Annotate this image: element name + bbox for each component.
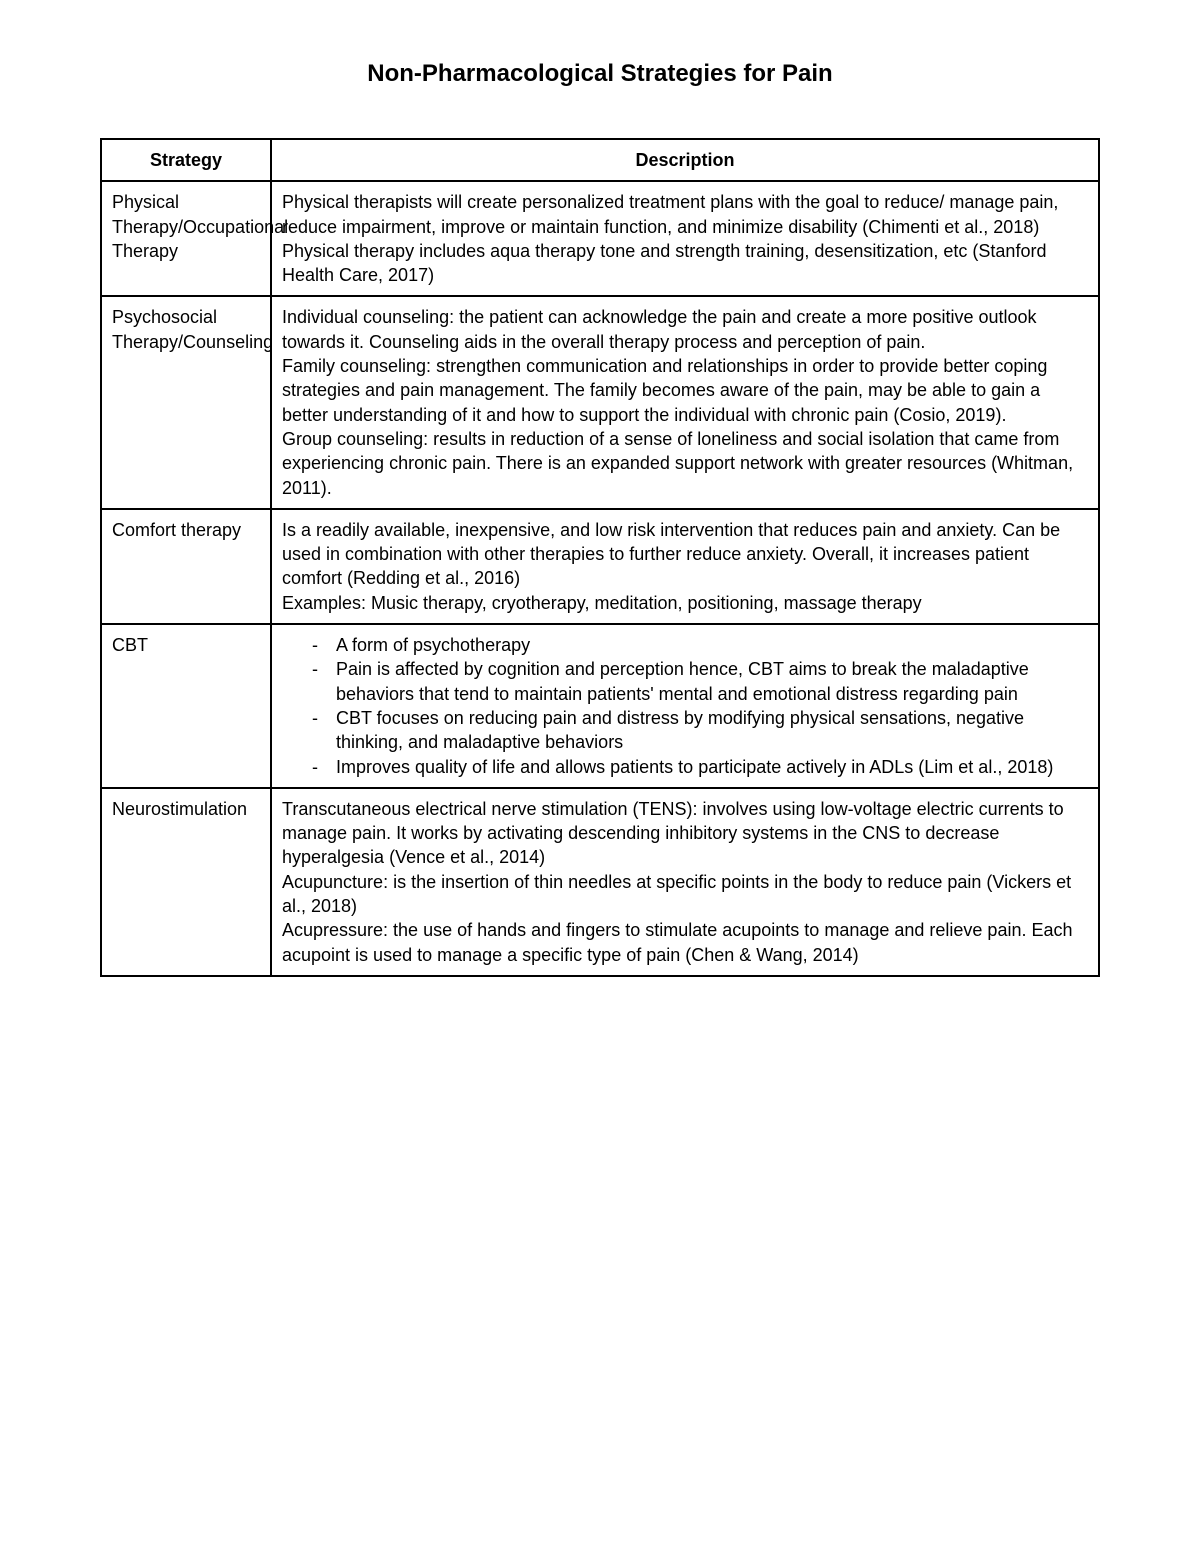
paragraph: Group counseling: results in reduction o… (282, 427, 1088, 500)
table-row: Psychosocial Therapy/CounselingIndividua… (101, 296, 1099, 508)
cell-description: A form of psychotherapyPain is affected … (271, 624, 1099, 788)
cell-description: Transcutaneous electrical nerve stimulat… (271, 788, 1099, 976)
table-row: CBTA form of psychotherapyPain is affect… (101, 624, 1099, 788)
list-item: Improves quality of life and allows pati… (312, 755, 1088, 779)
table-row: Comfort therapyIs a readily available, i… (101, 509, 1099, 624)
table-row: NeurostimulationTranscutaneous electrica… (101, 788, 1099, 976)
cell-strategy: Physical Therapy/Occupational Therapy (101, 181, 271, 296)
page-title: Non-Pharmacological Strategies for Pain (100, 60, 1100, 88)
paragraph: Acupuncture: is the insertion of thin ne… (282, 870, 1088, 919)
list-item: A form of psychotherapy (312, 633, 1088, 657)
cell-strategy: Neurostimulation (101, 788, 271, 976)
cell-strategy: Comfort therapy (101, 509, 271, 624)
paragraph: Transcutaneous electrical nerve stimulat… (282, 797, 1088, 870)
paragraph: Is a readily available, inexpensive, and… (282, 518, 1088, 591)
cell-strategy: CBT (101, 624, 271, 788)
cell-description: Individual counseling: the patient can a… (271, 296, 1099, 508)
document-page: Non-Pharmacological Strategies for Pain … (0, 0, 1200, 1553)
table-body: Physical Therapy/Occupational TherapyPhy… (101, 181, 1099, 976)
paragraph: Acupressure: the use of hands and finger… (282, 918, 1088, 967)
table-row: Physical Therapy/Occupational TherapyPhy… (101, 181, 1099, 296)
list-item: Pain is affected by cognition and percep… (312, 657, 1088, 706)
cell-description: Is a readily available, inexpensive, and… (271, 509, 1099, 624)
paragraph: Family counseling: strengthen communicat… (282, 354, 1088, 427)
col-header-strategy: Strategy (101, 139, 271, 181)
cell-description: Physical therapists will create personal… (271, 181, 1099, 296)
paragraph: Physical therapists will create personal… (282, 190, 1088, 287)
paragraph: Individual counseling: the patient can a… (282, 305, 1088, 354)
table-header-row: Strategy Description (101, 139, 1099, 181)
cell-strategy: Psychosocial Therapy/Counseling (101, 296, 271, 508)
bullet-list: A form of psychotherapyPain is affected … (282, 633, 1088, 779)
list-item: CBT focuses on reducing pain and distres… (312, 706, 1088, 755)
col-header-description: Description (271, 139, 1099, 181)
paragraph: Examples: Music therapy, cryotherapy, me… (282, 591, 1088, 615)
strategies-table: Strategy Description Physical Therapy/Oc… (100, 138, 1100, 977)
